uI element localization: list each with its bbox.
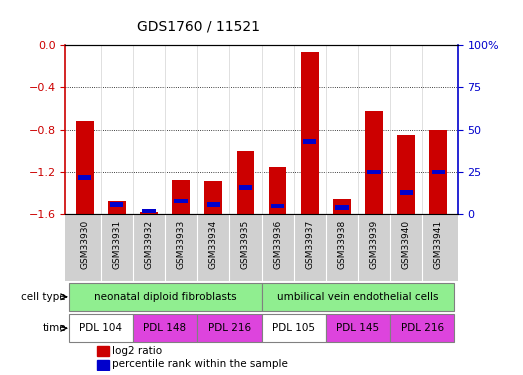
Text: GSM33939: GSM33939: [370, 220, 379, 269]
Bar: [335, 206, 348, 210]
Bar: [269, 167, 287, 214]
Bar: [236, 151, 254, 214]
Bar: [390, 314, 454, 342]
Text: cell type: cell type: [21, 292, 66, 302]
Bar: [97, 360, 109, 370]
Bar: [172, 180, 190, 214]
Text: PDL 216: PDL 216: [401, 323, 444, 333]
Text: umbilical vein endothelial cells: umbilical vein endothelial cells: [277, 292, 439, 302]
Bar: [204, 181, 222, 214]
Bar: [78, 175, 92, 180]
Text: PDL 148: PDL 148: [143, 323, 187, 333]
Bar: [301, 53, 319, 214]
Text: GSM33935: GSM33935: [241, 220, 250, 269]
Bar: [431, 170, 445, 174]
Bar: [262, 314, 326, 342]
Bar: [303, 139, 316, 144]
Bar: [262, 283, 454, 311]
Bar: [175, 198, 188, 203]
Text: percentile rank within the sample: percentile rank within the sample: [112, 360, 288, 369]
Text: GSM33937: GSM33937: [305, 220, 314, 269]
Text: PDL 216: PDL 216: [208, 323, 251, 333]
Bar: [69, 314, 133, 342]
Bar: [108, 201, 126, 214]
Bar: [429, 130, 447, 214]
Text: neonatal diploid fibroblasts: neonatal diploid fibroblasts: [94, 292, 236, 302]
Bar: [197, 314, 262, 342]
Text: PDL 105: PDL 105: [272, 323, 315, 333]
Bar: [207, 202, 220, 207]
Bar: [76, 121, 94, 214]
Bar: [69, 283, 262, 311]
Text: PDL 145: PDL 145: [336, 323, 380, 333]
Text: PDL 104: PDL 104: [79, 323, 122, 333]
Bar: [326, 314, 390, 342]
Bar: [367, 170, 381, 174]
Text: GSM33941: GSM33941: [434, 220, 443, 269]
Bar: [397, 135, 415, 214]
Bar: [142, 209, 156, 213]
Bar: [400, 190, 413, 195]
Text: GSM33940: GSM33940: [402, 220, 411, 269]
Bar: [239, 185, 252, 190]
Bar: [133, 314, 197, 342]
Text: GDS1760 / 11521: GDS1760 / 11521: [137, 20, 260, 34]
Bar: [97, 346, 109, 356]
Text: GSM33936: GSM33936: [273, 220, 282, 269]
Text: log2 ratio: log2 ratio: [112, 346, 163, 356]
Bar: [140, 212, 158, 214]
Text: time: time: [42, 323, 66, 333]
Text: GSM33931: GSM33931: [112, 220, 121, 269]
Bar: [333, 199, 351, 214]
Text: GSM33930: GSM33930: [80, 220, 89, 269]
Text: GSM33938: GSM33938: [337, 220, 346, 269]
Bar: [110, 202, 123, 207]
Bar: [365, 111, 383, 214]
Text: GSM33932: GSM33932: [144, 220, 153, 269]
Bar: [271, 204, 284, 209]
Text: GSM33934: GSM33934: [209, 220, 218, 269]
Text: GSM33933: GSM33933: [177, 220, 186, 269]
